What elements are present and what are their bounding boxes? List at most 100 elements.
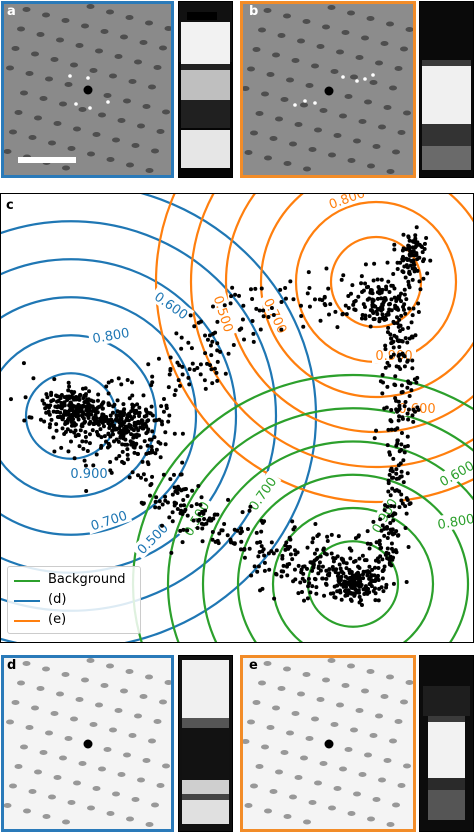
diffraction-spot xyxy=(258,27,266,33)
central-beam xyxy=(324,86,334,96)
scatter-point xyxy=(125,457,130,462)
scatter-point xyxy=(396,399,401,404)
scatter-point xyxy=(365,591,370,596)
scatter-point xyxy=(340,312,345,317)
diffraction-spot xyxy=(305,736,314,741)
scatter-point xyxy=(68,416,73,421)
scatter-point xyxy=(402,292,407,297)
diffraction-spot xyxy=(123,98,131,104)
diffraction-spot xyxy=(25,725,34,730)
scatter-point xyxy=(150,413,155,418)
scatter-point xyxy=(121,402,126,407)
diffraction-spot xyxy=(64,82,73,87)
scatter-point xyxy=(72,430,77,435)
scatter-point xyxy=(324,576,329,581)
scatter-point xyxy=(403,336,408,341)
scatter-point xyxy=(422,241,427,246)
scatter-point xyxy=(387,302,392,307)
diffraction-spot xyxy=(159,45,167,51)
scatter-point xyxy=(296,563,301,568)
scatter-point xyxy=(190,361,195,366)
scatter-point xyxy=(109,470,114,475)
diffraction-spot xyxy=(164,680,171,685)
scatter-point xyxy=(58,410,63,415)
scatter-point xyxy=(393,548,398,553)
diffraction-spot xyxy=(297,691,305,697)
scatter-point xyxy=(365,573,370,578)
scatter-point xyxy=(116,439,121,444)
scatter-point xyxy=(134,425,139,430)
scatter-point xyxy=(395,266,400,271)
scatter-point xyxy=(279,574,284,579)
scatter-point xyxy=(107,425,112,430)
diffraction-spot xyxy=(311,716,319,722)
scatter-point xyxy=(209,367,214,372)
scatter-point xyxy=(324,568,329,573)
contour-line xyxy=(259,194,473,399)
contour-line xyxy=(1,334,158,498)
diffraction-spot xyxy=(283,666,291,672)
scatter-point xyxy=(100,406,105,411)
scatter-point xyxy=(180,540,185,545)
scatter-point xyxy=(356,582,361,587)
scatter-point xyxy=(150,374,155,379)
diffraction-spot xyxy=(252,700,261,705)
scatter-point xyxy=(200,509,205,514)
diffraction-spot xyxy=(319,761,328,766)
scatter-point xyxy=(271,313,276,318)
scatter-point xyxy=(383,526,388,531)
scatter-point xyxy=(205,337,210,342)
scatter-point xyxy=(81,416,86,421)
scatter-point xyxy=(383,296,388,301)
scatter-point xyxy=(150,429,155,434)
diffraction-spot xyxy=(330,722,339,727)
scatter-point xyxy=(168,368,173,373)
diffraction-spot xyxy=(247,66,255,72)
scatter-point xyxy=(66,449,71,454)
scatter-point xyxy=(73,434,78,439)
scatter-point xyxy=(78,428,83,433)
scatter-point xyxy=(146,427,151,432)
scatter-point xyxy=(63,429,68,434)
scatter-point xyxy=(300,589,305,594)
diffraction-spot xyxy=(344,94,353,99)
scatter-point xyxy=(145,419,150,424)
scatter-point xyxy=(22,418,27,423)
scatter-point xyxy=(196,483,201,488)
scatter-point xyxy=(370,302,375,307)
scatter-point xyxy=(395,260,400,265)
scatter-point xyxy=(148,493,153,498)
diffraction-spot xyxy=(106,9,114,15)
diffraction-spot xyxy=(275,769,283,775)
diffraction-spot xyxy=(145,168,154,173)
scatter-point xyxy=(228,301,233,306)
diffraction-spot xyxy=(59,755,67,761)
scatter-point xyxy=(116,413,121,418)
scatter-point xyxy=(96,392,101,397)
scatter-point xyxy=(67,384,72,389)
diffraction-spot xyxy=(70,62,78,68)
scatter-point xyxy=(394,471,399,476)
diffraction-spot xyxy=(311,63,319,69)
scatter-point xyxy=(161,472,166,477)
scatter-point xyxy=(135,402,140,407)
diffraction-spot xyxy=(120,688,128,694)
scatter-point xyxy=(128,439,133,444)
scatter-point xyxy=(400,327,405,332)
scatter-point xyxy=(257,308,262,313)
central-beam xyxy=(83,85,93,95)
scatter-point xyxy=(40,398,45,403)
diffraction-spot xyxy=(397,130,406,135)
scatter-point xyxy=(241,303,246,308)
scatter-point xyxy=(145,443,150,448)
scatter-point xyxy=(180,364,185,369)
bright-spot xyxy=(363,77,367,81)
scatter-point xyxy=(157,499,162,504)
diffraction-spot xyxy=(106,811,115,816)
scatter-point xyxy=(161,396,166,401)
scatter-point xyxy=(389,408,394,413)
diffraction-spot xyxy=(117,772,126,777)
diffraction-spot xyxy=(103,747,112,752)
scatter-point xyxy=(188,313,193,318)
scatter-point xyxy=(306,270,311,275)
